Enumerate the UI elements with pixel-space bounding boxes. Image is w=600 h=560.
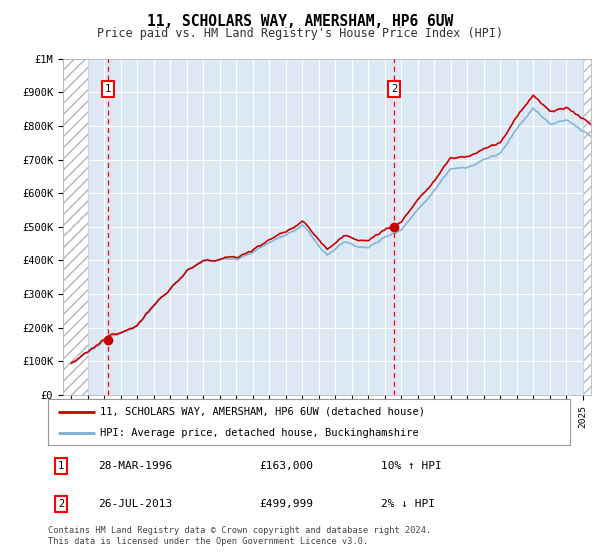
Text: 1: 1 <box>105 84 112 94</box>
Text: Price paid vs. HM Land Registry's House Price Index (HPI): Price paid vs. HM Land Registry's House … <box>97 27 503 40</box>
Text: 11, SCHOLARS WAY, AMERSHAM, HP6 6UW: 11, SCHOLARS WAY, AMERSHAM, HP6 6UW <box>147 14 453 29</box>
Text: HPI: Average price, detached house, Buckinghamshire: HPI: Average price, detached house, Buck… <box>100 428 419 438</box>
Text: Contains HM Land Registry data © Crown copyright and database right 2024.
This d: Contains HM Land Registry data © Crown c… <box>48 526 431 546</box>
Text: 28-MAR-1996: 28-MAR-1996 <box>98 461 172 471</box>
Text: 26-JUL-2013: 26-JUL-2013 <box>98 499 172 509</box>
Text: 10% ↑ HPI: 10% ↑ HPI <box>380 461 442 471</box>
Text: 2% ↓ HPI: 2% ↓ HPI <box>380 499 434 509</box>
Text: £499,999: £499,999 <box>259 499 313 509</box>
Text: £163,000: £163,000 <box>259 461 313 471</box>
Text: 2: 2 <box>58 499 64 509</box>
Text: 2: 2 <box>391 84 397 94</box>
Text: 1: 1 <box>58 461 64 471</box>
Text: 11, SCHOLARS WAY, AMERSHAM, HP6 6UW (detached house): 11, SCHOLARS WAY, AMERSHAM, HP6 6UW (det… <box>100 407 425 417</box>
